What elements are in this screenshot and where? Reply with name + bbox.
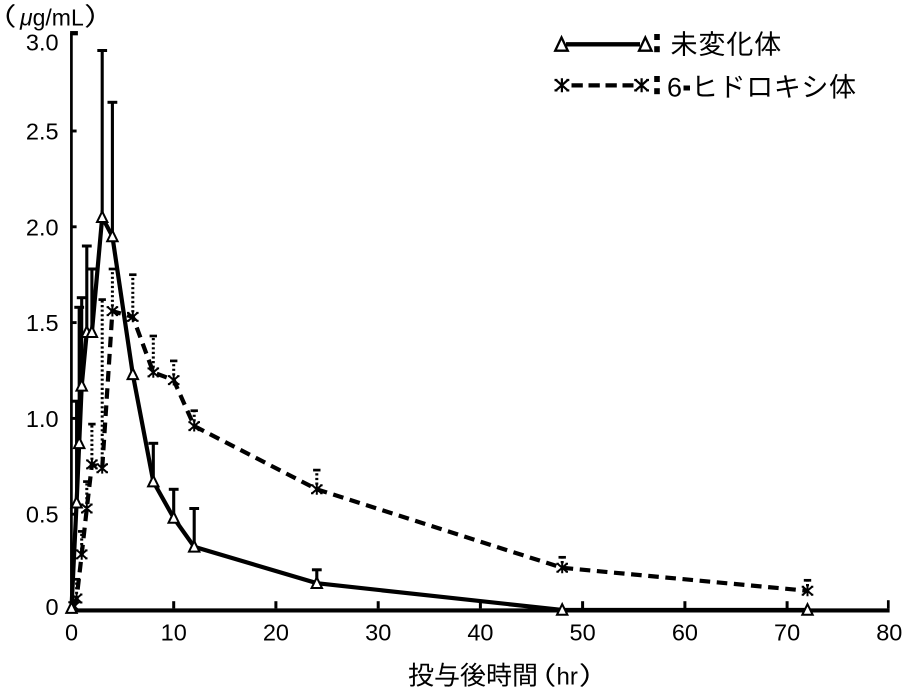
svg-text:70: 70 [774, 619, 800, 645]
svg-text:0.5: 0.5 [26, 502, 59, 528]
svg-text:0: 0 [46, 594, 59, 620]
svg-text:1.0: 1.0 [26, 406, 59, 432]
svg-text:μg/mL: μg/mL [19, 4, 84, 30]
svg-text:30: 30 [365, 619, 391, 645]
svg-text:60: 60 [672, 619, 698, 645]
svg-text:6: 6 [667, 73, 682, 103]
svg-text:40: 40 [467, 619, 493, 645]
svg-text:2.5: 2.5 [26, 119, 59, 145]
svg-text:1.5: 1.5 [26, 310, 59, 336]
svg-text:80: 80 [876, 619, 902, 645]
svg-text:2.0: 2.0 [26, 214, 59, 240]
svg-text:20: 20 [263, 619, 289, 645]
svg-text:50: 50 [570, 619, 596, 645]
svg-text:10: 10 [161, 619, 187, 645]
svg-text:hr: hr [557, 664, 578, 691]
svg-text:0: 0 [65, 619, 78, 645]
svg-text:3.0: 3.0 [26, 29, 59, 55]
